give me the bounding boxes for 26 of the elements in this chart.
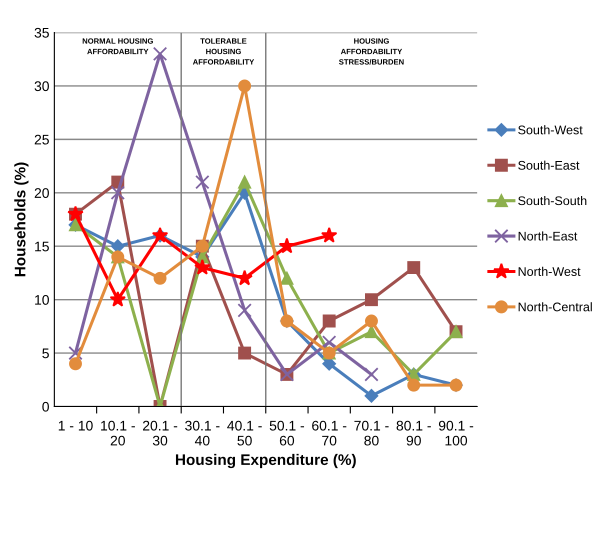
x-tick-label: 60.1 - 70 (312, 420, 346, 446)
y-tick-label: 0 (42, 402, 49, 412)
y-tick-label: 30 (34, 81, 49, 92)
y-tick-label: 5 (42, 348, 49, 358)
legend-label: North-East (518, 231, 578, 241)
y-tick-label: 35 (34, 28, 49, 38)
x-tick-label: 40.1 - 50 (227, 420, 262, 446)
x-tick-label: 90.1 - 100 (438, 420, 474, 446)
x-axis-title: Housing Expenditure (%) (176, 454, 356, 468)
x-tick-label: 50.1 - 60 (270, 420, 304, 446)
y-tick-label: 25 (34, 134, 49, 145)
y-tick-label: 10 (35, 294, 49, 305)
y-tick-label: 20 (34, 188, 49, 198)
y-axis-title: Households (%) (14, 162, 28, 276)
legend-label: South-West (518, 125, 583, 134)
legend-label: North-West (518, 266, 581, 276)
y-tick-label: 15 (35, 242, 49, 252)
legend-label: South-East (518, 160, 580, 170)
x-tick-label: 30.1 - 40 (185, 420, 220, 446)
x-tick-label: 20.1 - 30 (143, 420, 178, 446)
x-tick-label: 1 - 10 (58, 420, 93, 431)
x-tick-label: 80.1 - 90 (396, 420, 431, 446)
legend-label: North-Central (518, 302, 592, 312)
x-tick-label: 70.1 - 80 (354, 420, 389, 446)
legend-label: South-South (518, 196, 586, 206)
x-tick-label: 10.1 - 20 (101, 420, 135, 446)
